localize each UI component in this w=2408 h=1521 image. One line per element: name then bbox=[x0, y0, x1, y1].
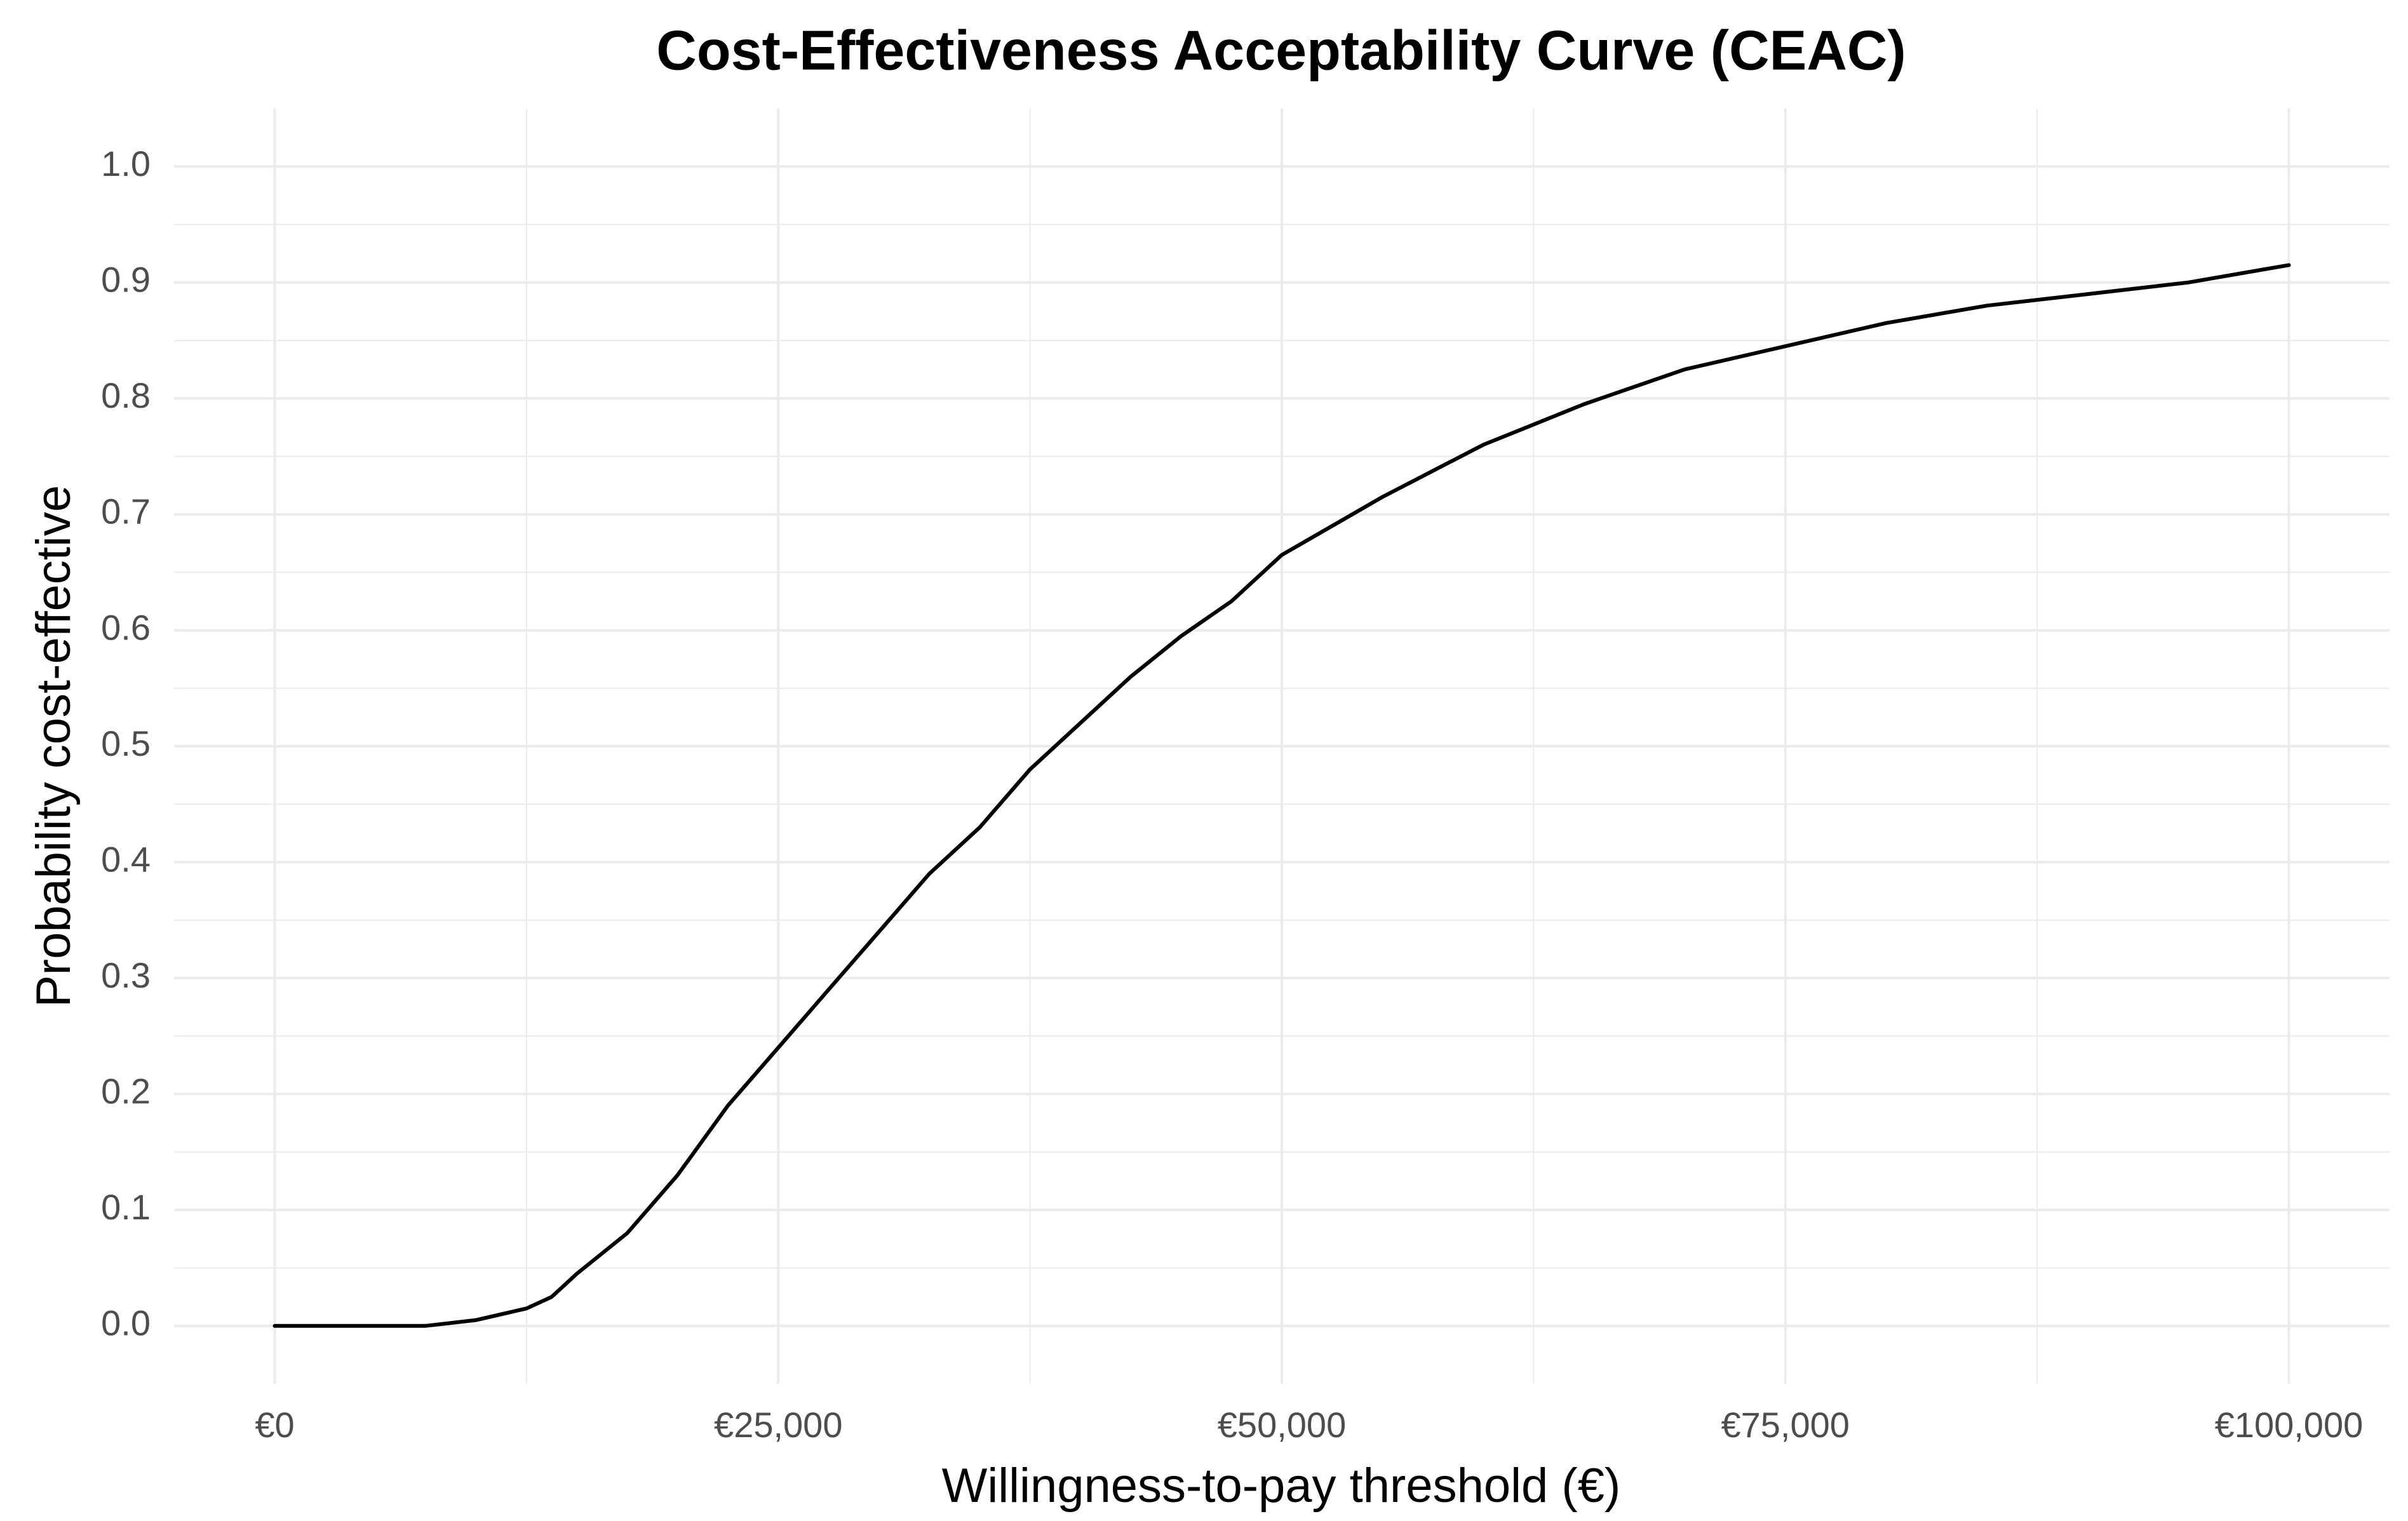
y-axis-title: Probability cost-effective bbox=[27, 485, 81, 1007]
y-tick-label: 0.1 bbox=[101, 1187, 151, 1227]
y-tick-label: 0.3 bbox=[101, 955, 151, 995]
y-tick-label: 0.9 bbox=[101, 260, 151, 300]
line bbox=[272, 263, 2291, 1328]
x-tick-label: €0 bbox=[255, 1405, 294, 1445]
y-tick-label: 0.4 bbox=[101, 839, 151, 879]
chart-title: Cost-Effectiveness Acceptability Curve (… bbox=[656, 18, 1906, 81]
y-tick-label: 0.7 bbox=[101, 492, 151, 532]
x-tick-label: €100,000 bbox=[2215, 1405, 2364, 1445]
x-tick-label: €25,000 bbox=[714, 1405, 842, 1445]
x-tick-label: €75,000 bbox=[1721, 1405, 1850, 1445]
y-tick-label: 1.0 bbox=[101, 144, 151, 184]
y-tick-label: 0.8 bbox=[101, 375, 151, 415]
x-tick-label: €50,000 bbox=[1218, 1405, 1346, 1445]
y-tick-label: 0.0 bbox=[101, 1303, 151, 1343]
y-tick-label: 0.5 bbox=[101, 723, 151, 763]
y-tick-label: 0.2 bbox=[101, 1071, 151, 1111]
y-tick-label: 0.6 bbox=[101, 607, 151, 647]
x-axis-title: Willingness-to-pay threshold (€) bbox=[942, 1459, 1621, 1513]
